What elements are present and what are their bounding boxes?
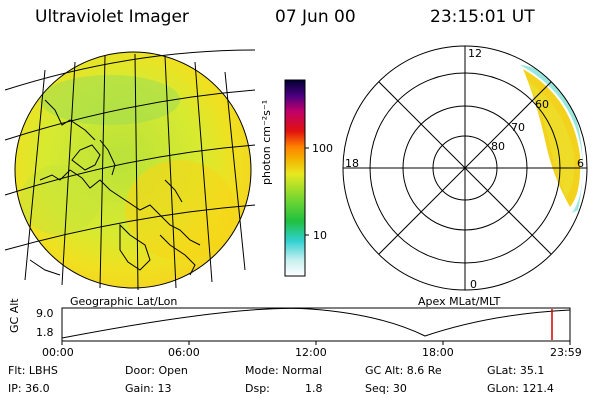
info-dsp-label: Dsp: [245,382,270,395]
mlt-label-0: 0 [470,278,477,291]
info-glat: GLat: 35.1 [487,364,545,377]
mlat-label-60: 60 [535,98,549,111]
observation-date: 07 Jun 00 [275,7,356,27]
image-title: Ultraviolet Imager [35,7,189,27]
mlt-label-18: 18 [345,157,359,170]
altitude-plot [61,307,571,345]
colorbar [284,79,309,277]
altitude-ytick-max: 9.0 [36,307,54,320]
mlat-label-80: 80 [491,140,505,153]
info-mode: Mode: Normal [245,364,322,377]
xtick-0600: 06:00 [168,346,200,359]
info-gc-alt: GC Alt: 8.6 Re [365,364,442,377]
info-gain: Gain: 13 [125,382,172,395]
polar-grid [342,45,588,291]
polar-mlt-panel [342,45,588,291]
info-glon: GLon: 121.4 [487,382,554,395]
info-door: Door: Open [125,364,188,377]
info-dsp-value: 1.8 [305,382,323,395]
mlt-label-6: 6 [577,157,584,170]
colorbar-tick-100: 100 [312,142,333,155]
observation-time: 23:15:01 UT [430,7,535,27]
altitude-ytick-min: 1.8 [36,326,54,339]
altitude-ylabel: GC Alt [8,298,21,333]
lat-lon-grid [4,49,256,291]
mlt-label-12: 12 [468,47,482,60]
colorbar-units-label: photon cm⁻²s⁻¹ [260,99,273,185]
xtick-1800: 18:00 [422,346,454,359]
info-ip: IP: 36.0 [8,382,50,395]
geographic-image-panel [4,49,256,291]
altitude-curve [61,307,571,339]
info-filter: Flt: LBHS [8,364,58,377]
polar-panel-caption: Apex MLat/MLT [418,295,501,308]
geo-panel-caption: Geographic Lat/Lon [70,295,178,308]
colorbar-tick-10: 10 [313,229,327,242]
xtick-0000: 00:00 [42,346,74,359]
info-seq: Seq: 30 [365,382,407,395]
xtick-2359: 23:59 [550,346,582,359]
mlat-label-70: 70 [511,121,525,134]
xtick-1200: 12:00 [295,346,327,359]
